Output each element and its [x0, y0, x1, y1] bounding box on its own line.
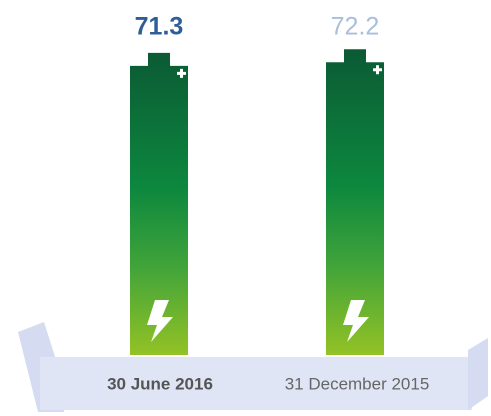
category-label: 31 December 2015	[285, 374, 430, 393]
value-label: 72.2	[331, 13, 380, 41]
battery	[326, 49, 384, 355]
plus-icon	[373, 65, 382, 75]
bolt-icon	[147, 300, 173, 342]
ribbon	[18, 322, 488, 412]
category-label: 30 June 2016	[107, 374, 213, 393]
battery	[130, 52, 188, 355]
plus-icon	[177, 68, 186, 78]
bolt-icon	[343, 300, 369, 342]
value-label: 71.3	[135, 13, 184, 41]
